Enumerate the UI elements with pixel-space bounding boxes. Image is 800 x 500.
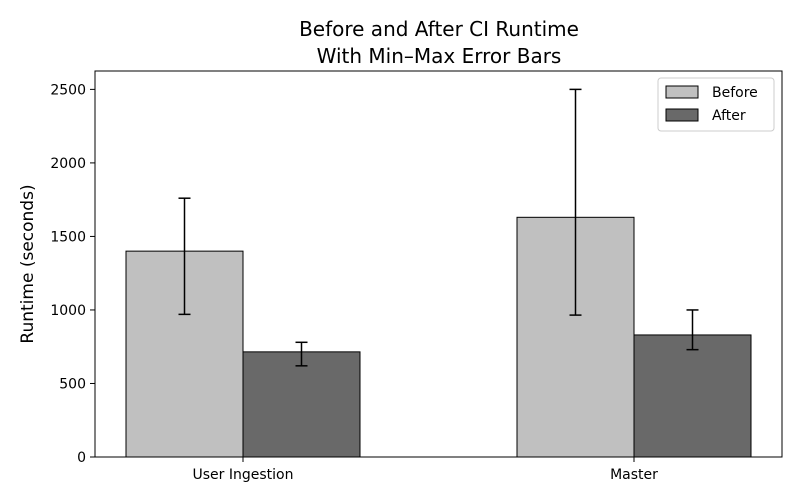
- y-tick-label: 0: [77, 450, 86, 466]
- error-bar-before-master: [569, 88, 582, 316]
- error-bars-layer: [178, 88, 699, 367]
- legend-label: After: [712, 108, 746, 124]
- bar-after-master: [633, 334, 752, 458]
- legend: Before After: [657, 77, 775, 132]
- y-tick-label: 500: [59, 376, 86, 392]
- x-tick-label-master: Master: [610, 467, 658, 483]
- bars-layer: [125, 216, 752, 458]
- x-tick-label-user-ingestion: User Ingestion: [193, 467, 294, 483]
- y-tick-label: 2000: [50, 156, 86, 172]
- legend-entry-before: Before: [665, 85, 758, 101]
- plot-area-frame: [94, 70, 783, 458]
- error-bar-before-user-ingestion: [178, 197, 191, 316]
- y-axis-label: Runtime (seconds): [18, 184, 38, 343]
- y-axis: 0 500 1000 1500 2000 2500: [50, 82, 95, 466]
- chart-title: Before and After CI Runtime With Min–Max…: [299, 17, 579, 68]
- x-axis: User Ingestion Master: [193, 457, 658, 483]
- legend-entry-after: After: [665, 108, 746, 124]
- y-tick-label: 1500: [50, 229, 86, 245]
- legend-swatch: [665, 108, 699, 122]
- chart-title-line-2: With Min–Max Error Bars: [317, 44, 562, 68]
- error-bar-after-user-ingestion: [295, 341, 308, 367]
- chart-title-line-1: Before and After CI Runtime: [299, 17, 579, 41]
- y-tick-label: 2500: [50, 82, 86, 98]
- error-bar-after-master: [686, 309, 699, 351]
- legend-label: Before: [712, 85, 758, 101]
- y-tick-label: 1000: [50, 303, 86, 319]
- bar-after-user-ingestion: [242, 351, 361, 458]
- legend-swatch: [665, 85, 699, 99]
